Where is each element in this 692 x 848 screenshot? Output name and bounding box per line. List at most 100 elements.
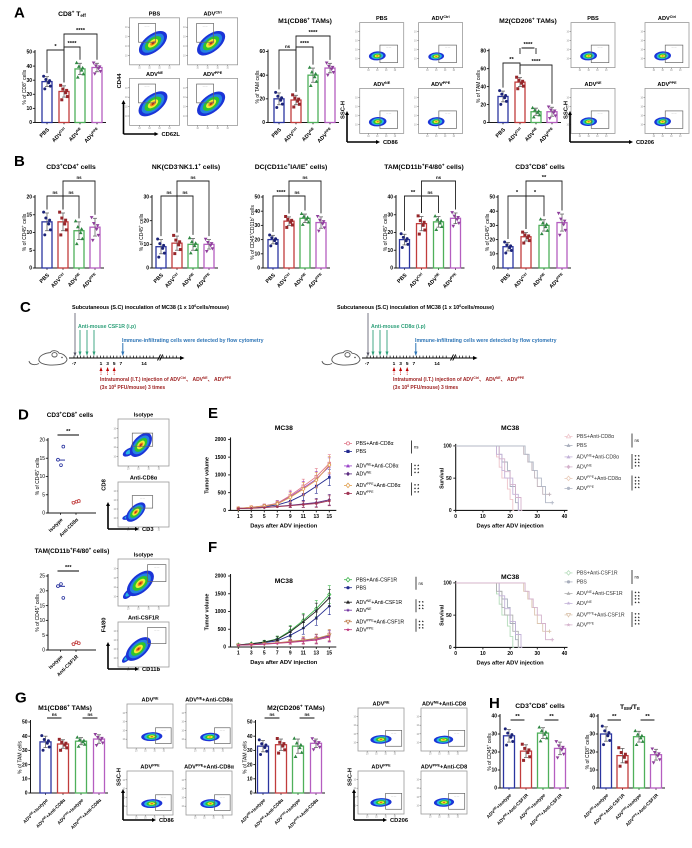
svg-text:10: 10 — [605, 70, 608, 72]
svg-text:10: 10 — [125, 97, 128, 99]
svg-text:*: * — [419, 619, 421, 624]
svg-text:10: 10 — [122, 780, 125, 782]
svg-text:20: 20 — [254, 237, 260, 243]
svg-text:*: * — [635, 622, 637, 627]
svg-text:*: * — [417, 490, 419, 495]
svg-text:10: 10 — [414, 124, 417, 126]
svg-text:10: 10 — [426, 70, 429, 72]
svg-text:— —: — — — [672, 113, 678, 115]
svg-text:10: 10 — [566, 124, 569, 126]
svg-text:Immune-infiltrating cells were: Immune-infiltrating cells were detected … — [415, 338, 557, 344]
svg-text:50: 50 — [254, 195, 260, 201]
svg-text:10: 10 — [653, 136, 656, 138]
svg-text:**: ** — [411, 190, 416, 196]
svg-text:25: 25 — [39, 574, 45, 580]
svg-text:*: * — [419, 603, 421, 608]
svg-text:20: 20 — [480, 102, 486, 108]
svg-text:— —: — — — [598, 47, 604, 49]
svg-text:10: 10 — [183, 88, 186, 90]
svg-text:10: 10 — [566, 41, 569, 43]
svg-text:1: 1 — [237, 514, 240, 520]
svg-text:10: 10 — [355, 32, 358, 34]
svg-text:10: 10 — [353, 742, 356, 744]
svg-text:PBS+Anti-CD8α: PBS+Anti-CD8α — [577, 434, 614, 440]
svg-text:ADVNE: ADVNE — [373, 700, 390, 707]
svg-text:10: 10 — [429, 754, 432, 756]
svg-text:Tumor volume: Tumor volume — [205, 457, 211, 494]
svg-text:15: 15 — [39, 456, 45, 462]
svg-text:*: * — [638, 612, 640, 617]
svg-text:10: 10 — [426, 136, 429, 138]
svg-text:10: 10 — [414, 50, 417, 52]
svg-text:CD3+CD8+ cells: CD3+CD8+ cells — [47, 411, 94, 419]
svg-text:30: 30 — [247, 748, 253, 754]
svg-text:0: 0 — [257, 266, 260, 272]
svg-text:— —: — — — [386, 47, 392, 49]
svg-text:10: 10 — [113, 509, 116, 511]
svg-text:****: **** — [67, 41, 77, 47]
svg-text:— —: — — — [161, 797, 167, 799]
svg-text:*: * — [417, 467, 419, 472]
svg-text:H: H — [489, 695, 500, 712]
svg-text:*: * — [635, 454, 637, 459]
svg-text:*: * — [422, 603, 424, 608]
svg-text:50: 50 — [22, 720, 28, 726]
svg-text:PBS: PBS — [577, 580, 588, 586]
svg-text:ns: ns — [436, 175, 442, 180]
svg-text:*: * — [635, 601, 637, 606]
svg-text:10: 10 — [147, 469, 150, 471]
svg-text:3: 3 — [250, 514, 253, 520]
svg-text:10: 10 — [183, 97, 186, 99]
svg-text:M2(CD206+ TAMs): M2(CD206+ TAMs) — [499, 17, 557, 25]
svg-text:*: * — [419, 600, 421, 605]
svg-text:10: 10 — [147, 530, 150, 532]
svg-text:10: 10 — [566, 32, 569, 34]
svg-text:10: 10 — [122, 730, 125, 732]
svg-text:40: 40 — [254, 209, 260, 215]
svg-text:(3x 108 PFU/mouse) 3 times: (3x 108 PFU/mouse) 3 times — [393, 384, 458, 391]
svg-text:10: 10 — [148, 67, 151, 69]
svg-text:10: 10 — [212, 751, 215, 753]
svg-text:9: 9 — [289, 651, 292, 657]
svg-text:*: * — [635, 597, 637, 602]
svg-text:% of CD45+ cells: % of CD45+ cells — [484, 213, 491, 251]
svg-text:SSC-H: SSC-H — [564, 101, 570, 119]
svg-text:10: 10 — [366, 754, 369, 756]
svg-text:10: 10 — [222, 818, 225, 820]
svg-text:*: * — [635, 619, 637, 624]
svg-text:30: 30 — [489, 223, 495, 229]
svg-text:10: 10 — [127, 670, 130, 672]
svg-text:PBS+Anti-CSF1R: PBS+Anti-CSF1R — [356, 577, 397, 583]
svg-text:10: 10 — [566, 106, 569, 108]
svg-text:ns: ns — [182, 190, 188, 195]
svg-text:ns: ns — [419, 581, 423, 586]
svg-text:ADVNE: ADVNE — [142, 696, 159, 703]
svg-text:10: 10 — [566, 50, 569, 52]
svg-text:*: * — [422, 626, 424, 631]
svg-text:40: 40 — [259, 73, 265, 79]
svg-text:10: 10 — [181, 722, 184, 724]
svg-text:0: 0 — [592, 786, 595, 792]
svg-text:10: 10 — [384, 754, 387, 756]
svg-text:10: 10 — [127, 609, 130, 611]
svg-text:10: 10 — [353, 780, 356, 782]
svg-text:10: 10 — [226, 67, 229, 69]
svg-text:10: 10 — [247, 777, 253, 783]
svg-text:ADVPPE+Anti-CSF1R: ADVPPE+Anti-CSF1R — [356, 618, 404, 625]
svg-text:10: 10 — [113, 428, 116, 430]
svg-text:Days after ADV injection: Days after ADV injection — [477, 523, 545, 529]
svg-text:10: 10 — [158, 128, 161, 130]
svg-text:****: **** — [76, 28, 86, 34]
svg-text:*: * — [638, 454, 640, 459]
svg-text:0: 0 — [250, 791, 253, 797]
svg-text:ADVPPE: ADVPPE — [203, 71, 223, 78]
svg-text:10: 10 — [438, 754, 441, 756]
svg-text:ns: ns — [52, 712, 58, 717]
svg-text:10: 10 — [416, 780, 419, 782]
svg-text:% of TAM cells: % of TAM cells — [476, 70, 482, 103]
svg-text:30: 30 — [143, 195, 149, 201]
svg-text:MC38: MC38 — [501, 574, 519, 581]
svg-text:10: 10 — [414, 32, 417, 34]
svg-text:0: 0 — [492, 266, 495, 272]
svg-text:ADVPPE: ADVPPE — [431, 81, 451, 88]
